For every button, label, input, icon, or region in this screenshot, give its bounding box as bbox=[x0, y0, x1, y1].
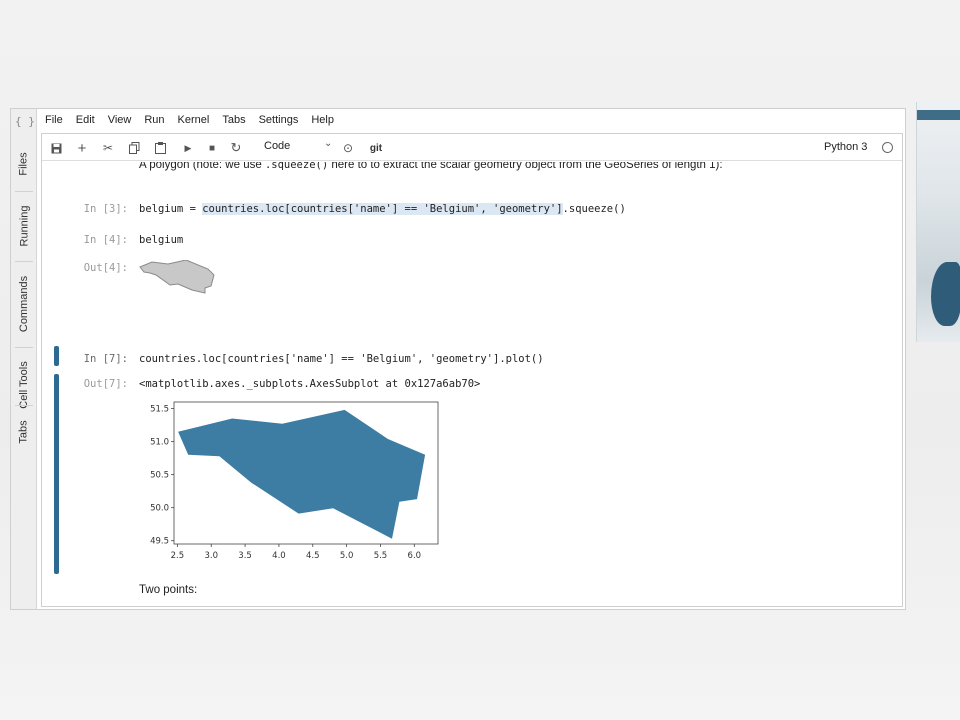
sidebar-divider bbox=[15, 191, 33, 192]
history-icon[interactable]: ⊙ bbox=[342, 141, 354, 155]
notebook-toolbar: + ✂ ▶ ■ ↻ Code ⌄ ⊙ git Python 3 bbox=[42, 134, 902, 161]
tab-running-label: Running bbox=[18, 205, 31, 247]
cut-icon[interactable]: ✂ bbox=[102, 141, 114, 155]
menu-tabs[interactable]: Tabs bbox=[222, 114, 246, 126]
code-highlight: countries.loc[countries['name'] == 'Belg… bbox=[202, 203, 563, 215]
md-text: here to to extract the scalar geometry o… bbox=[328, 162, 723, 171]
jupyterlab-window: { } Files Running Commands Cell Tools Ta… bbox=[10, 108, 906, 610]
tab-commands[interactable]: Commands bbox=[13, 263, 35, 345]
code-cell-7[interactable]: countries.loc[countries['name'] == 'Belg… bbox=[139, 353, 544, 365]
md-text: A polygon (note: we use bbox=[139, 162, 265, 171]
menu-view[interactable]: View bbox=[107, 114, 132, 126]
y-tick-label: 49.5 bbox=[150, 537, 169, 547]
menu-kernel[interactable]: Kernel bbox=[177, 114, 210, 126]
active-cell-indicator bbox=[54, 346, 59, 366]
output-prompt: Out[7]: bbox=[83, 378, 128, 390]
cell-prompt: In [3]: bbox=[83, 203, 128, 215]
menu-settings[interactable]: Settings bbox=[258, 114, 299, 126]
x-tick-label: 5.0 bbox=[340, 551, 354, 561]
menu-bar: File Edit View Run Kernel Tabs Settings … bbox=[37, 109, 905, 131]
notebook-area[interactable]: A polygon (note: we use .squeeze() here … bbox=[42, 162, 902, 606]
belgium-polygon-thumbnail bbox=[139, 260, 215, 294]
kernel-status-icon bbox=[882, 142, 893, 153]
output-collapse-bar[interactable] bbox=[54, 374, 59, 574]
kernel-name[interactable]: Python 3 bbox=[824, 141, 868, 153]
x-tick-label: 4.0 bbox=[272, 551, 286, 561]
belgium-polygon bbox=[178, 409, 426, 539]
copy-icon[interactable] bbox=[126, 140, 142, 156]
background-window bbox=[916, 102, 960, 342]
tab-cell-tools-label: Cell Tools bbox=[18, 361, 30, 409]
markdown-cell-points[interactable]: Two points: bbox=[139, 584, 198, 596]
menu-edit[interactable]: Edit bbox=[75, 114, 95, 126]
background-strip bbox=[917, 110, 960, 120]
add-icon[interactable]: + bbox=[77, 139, 87, 157]
cell-prompt: In [7]: bbox=[83, 353, 128, 365]
tab-tabs-label: Tabs bbox=[18, 420, 30, 444]
md-inline-code: .squeeze() bbox=[264, 162, 329, 171]
x-tick-label: 2.5 bbox=[171, 551, 185, 561]
x-tick-label: 3.0 bbox=[204, 551, 218, 561]
x-tick-label: 3.5 bbox=[238, 551, 252, 561]
notebook-panel: + ✂ ▶ ■ ↻ Code ⌄ ⊙ git Python 3 A polygo… bbox=[41, 133, 903, 607]
paste-icon[interactable] bbox=[152, 140, 168, 156]
tab-running[interactable]: Running bbox=[13, 193, 35, 259]
background-shape bbox=[931, 262, 960, 326]
sidebar-divider bbox=[15, 405, 33, 406]
cell-prompt: In [4]: bbox=[83, 234, 128, 246]
sidebar-divider bbox=[15, 261, 33, 262]
y-tick-label: 51.0 bbox=[150, 438, 169, 448]
chevron-down-icon[interactable]: ⌄ bbox=[324, 138, 333, 149]
y-tick-label: 51.5 bbox=[150, 405, 169, 415]
stop-icon[interactable]: ■ bbox=[208, 142, 216, 154]
code-cell-3[interactable]: belgium = countries.loc[countries['name'… bbox=[139, 203, 626, 215]
cell-type-select[interactable]: Code bbox=[264, 140, 291, 152]
run-icon[interactable]: ▶ bbox=[184, 142, 192, 153]
save-icon[interactable] bbox=[48, 140, 64, 156]
x-tick-label: 4.5 bbox=[306, 551, 320, 561]
x-tick-label: 6.0 bbox=[408, 551, 422, 561]
tab-tabs[interactable]: Tabs bbox=[13, 407, 35, 457]
code-cell-4[interactable]: belgium bbox=[139, 234, 184, 246]
tab-commands-label: Commands bbox=[18, 275, 30, 333]
code-text: .squeeze() bbox=[562, 203, 626, 215]
menu-file[interactable]: File bbox=[45, 114, 63, 126]
tab-files[interactable]: Files bbox=[13, 139, 35, 189]
tab-files-label: Files bbox=[18, 152, 31, 176]
git-button[interactable]: git bbox=[369, 142, 383, 154]
jupyter-logo-icon: { } bbox=[15, 115, 35, 128]
x-tick-label: 5.5 bbox=[374, 551, 388, 561]
y-tick-label: 50.0 bbox=[150, 504, 169, 514]
y-tick-label: 50.5 bbox=[150, 471, 169, 481]
menu-help[interactable]: Help bbox=[311, 114, 334, 126]
belgium-plot: 2.5 3.0 3.5 4.0 4.5 5.0 5.5 6.0 51.5 51.0 50.5 50.0… bbox=[150, 401, 439, 561]
menu-run[interactable]: Run bbox=[144, 114, 165, 126]
restart-icon[interactable]: ↻ bbox=[230, 140, 242, 155]
output-text: <matplotlib.axes._subplots.AxesSubplot a… bbox=[139, 378, 481, 390]
output-prompt: Out[4]: bbox=[83, 262, 128, 274]
sidebar-divider bbox=[15, 347, 33, 348]
code-text: belgium = bbox=[139, 203, 203, 215]
left-sidebar: { } Files Running Commands Cell Tools Ta… bbox=[11, 109, 37, 609]
markdown-cell-polygon[interactable]: A polygon (note: we use .squeeze() here … bbox=[139, 162, 723, 171]
